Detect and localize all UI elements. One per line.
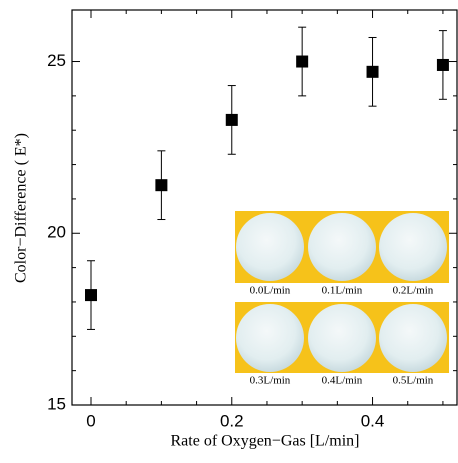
y-tick-label: 25 xyxy=(47,51,66,70)
inset-label: 0.2L/min xyxy=(393,285,434,297)
y-tick-label: 15 xyxy=(47,394,66,413)
plot-frame xyxy=(71,9,458,406)
y-tick-label: 20 xyxy=(47,223,66,242)
inset-label: 0.1L/min xyxy=(322,285,363,297)
data-point xyxy=(155,179,168,192)
y-axis-label: Color−Difference ( E*) xyxy=(13,133,30,283)
x-tick-label: 0.4 xyxy=(361,411,385,430)
inset-label: 0.0L/min xyxy=(250,285,291,297)
inset-label: 0.3L/min xyxy=(250,375,291,387)
data-point xyxy=(225,113,238,126)
inset-photo xyxy=(235,211,449,391)
x-tick-label: 0.2 xyxy=(220,411,244,430)
x-axis-label: Rate of Oxygen−Gas [L/min] xyxy=(171,433,360,450)
inset-label: 0.4L/min xyxy=(322,375,363,387)
data-point xyxy=(366,65,379,78)
x-tick-label: 0 xyxy=(86,411,95,430)
data-point xyxy=(296,55,309,68)
inset-label: 0.5L/min xyxy=(393,375,434,387)
data-point xyxy=(436,58,449,71)
data-point xyxy=(85,289,98,302)
